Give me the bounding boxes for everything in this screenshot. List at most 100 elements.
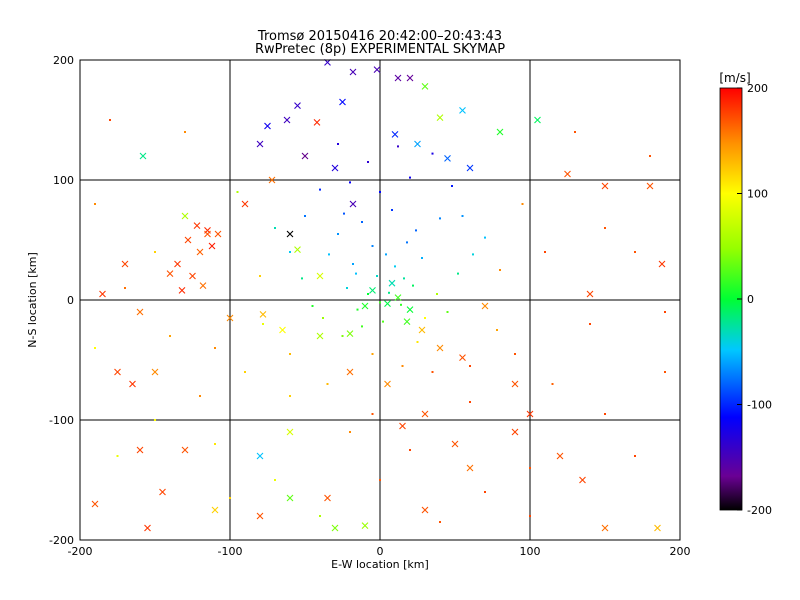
data-point-x	[349, 200, 357, 208]
data-point-x	[388, 279, 396, 287]
data-point-x	[418, 326, 426, 334]
data-point-x	[421, 83, 429, 90]
data-point-dot	[379, 191, 381, 193]
data-point-x	[331, 524, 339, 532]
x-tick-label: 200	[670, 545, 691, 558]
data-point-x	[256, 452, 264, 460]
data-point-x	[459, 354, 466, 361]
data-point-x	[121, 260, 129, 268]
data-point-dot	[400, 303, 402, 306]
data-point-dot	[274, 227, 276, 229]
data-point-x	[283, 116, 291, 124]
y-tick-label: -100	[49, 414, 74, 427]
x-axis-label: E-W location [km]	[331, 558, 429, 571]
data-point-x	[384, 380, 391, 388]
colorbar-tick-label: 200	[747, 82, 768, 95]
data-point-x	[466, 164, 474, 172]
data-point-x	[91, 500, 99, 508]
chart-title: Tromsø 20150416 20:42:00–20:43:43	[257, 29, 502, 44]
data-point-x	[174, 260, 181, 268]
data-point-x	[286, 494, 294, 502]
data-point-x	[139, 152, 147, 160]
data-point-dot	[301, 277, 303, 280]
data-point-x	[214, 230, 222, 238]
data-point-dot	[401, 365, 404, 367]
data-point-dot	[184, 131, 186, 133]
data-point-x	[226, 314, 234, 322]
data-point-x	[181, 446, 189, 454]
data-point-x	[394, 74, 402, 82]
colorbar-tick-label: -100	[747, 399, 772, 412]
data-point-x	[151, 368, 159, 376]
data-point-x	[166, 270, 174, 277]
data-point-x	[159, 488, 166, 496]
data-point-dot	[367, 293, 369, 295]
data-point-x	[136, 446, 144, 454]
data-point-x	[259, 311, 267, 318]
data-point-x	[349, 68, 357, 76]
data-point-dot	[397, 145, 399, 148]
data-point-dot	[214, 443, 216, 445]
data-point-dot	[361, 325, 363, 328]
data-point-x	[436, 114, 444, 121]
data-point-dot	[259, 275, 261, 277]
data-point-dot	[229, 497, 231, 499]
data-point-dot	[604, 227, 606, 229]
data-point-x	[339, 98, 346, 106]
data-point-dot	[322, 317, 324, 319]
data-point-x	[511, 428, 519, 436]
data-point-x	[331, 164, 339, 172]
data-point-x	[361, 302, 369, 310]
data-point-dot	[214, 347, 216, 349]
data-point-dot	[116, 455, 119, 457]
data-point-x	[534, 116, 541, 124]
data-point-dot	[461, 215, 464, 217]
data-point-dot	[319, 188, 321, 191]
data-point-x	[184, 236, 192, 244]
data-point-dot	[409, 449, 411, 451]
data-point-dot	[355, 272, 357, 275]
data-point-dot	[499, 269, 501, 271]
data-point-x	[369, 287, 376, 294]
data-point-x	[316, 332, 324, 340]
data-point-dot	[356, 308, 359, 311]
data-point-dot	[589, 323, 591, 325]
data-point-dot	[496, 329, 498, 331]
data-point-dot	[544, 251, 546, 253]
data-point-dot	[574, 131, 576, 133]
data-point-x	[406, 74, 414, 82]
data-point-dot	[634, 455, 636, 457]
y-tick-label: -200	[49, 534, 74, 547]
data-point-dot	[371, 413, 374, 415]
colorbar-tick-label: 0	[747, 293, 754, 306]
plot-frame	[79, 59, 681, 541]
colorbar-tick-label: 100	[747, 188, 768, 201]
data-point-dot	[328, 253, 330, 256]
data-point-dot	[436, 293, 438, 295]
data-point-x	[601, 182, 609, 190]
data-point-dot	[236, 191, 239, 193]
data-point-dot	[469, 365, 471, 367]
data-point-x	[199, 282, 207, 289]
data-point-x	[211, 506, 219, 514]
data-point-x	[601, 524, 609, 532]
data-point-dot	[371, 353, 374, 355]
data-point-x	[144, 524, 151, 532]
data-point-x	[256, 140, 264, 148]
data-point-x	[178, 287, 186, 294]
data-point-x	[466, 464, 474, 472]
data-point-x	[99, 290, 106, 298]
data-point-x	[256, 512, 264, 520]
data-point-x	[346, 368, 354, 376]
data-point-x	[181, 212, 189, 220]
data-point-dot	[421, 257, 423, 259]
y-tick-label: 0	[67, 294, 74, 307]
data-point-x	[406, 306, 414, 313]
data-point-dot	[94, 203, 96, 205]
data-point-dot	[379, 301, 381, 304]
data-point-x	[451, 440, 459, 448]
data-point-x	[414, 140, 421, 148]
data-point-dot	[349, 181, 351, 184]
data-point-dot	[457, 272, 459, 275]
data-point-dot	[94, 347, 96, 349]
